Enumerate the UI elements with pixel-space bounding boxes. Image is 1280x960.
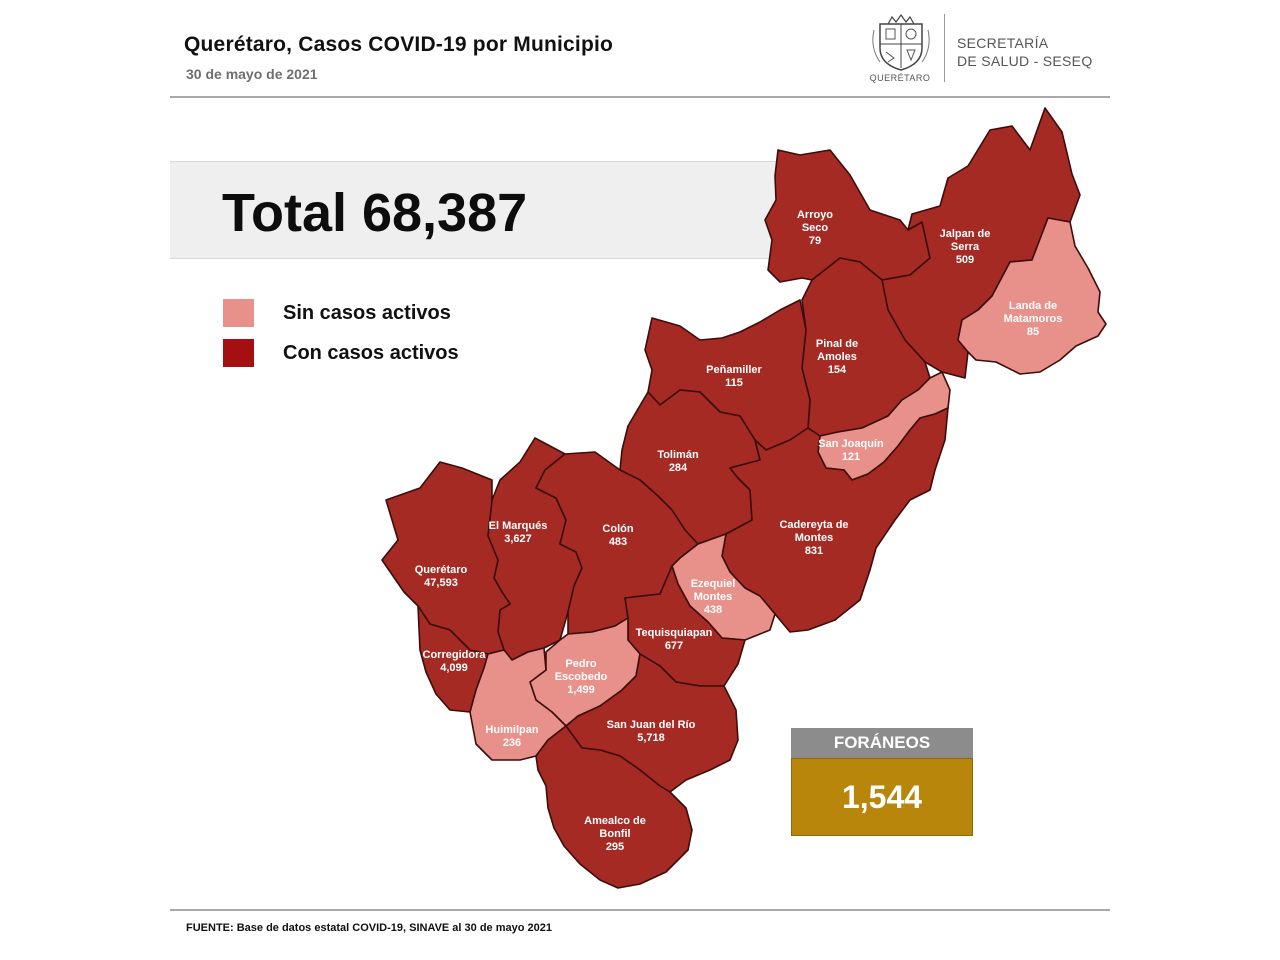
region-label: Tolimán 284: [657, 449, 699, 474]
org-line-1: SECRETARÍA: [957, 35, 1049, 51]
region-cases: 79: [809, 235, 821, 247]
region-name: Corregidora: [423, 649, 487, 661]
region-name: Matamoros: [1004, 313, 1063, 325]
region-name: Ezequiel: [691, 578, 736, 590]
region-name: Amoles: [817, 351, 857, 363]
top-rule: [170, 96, 1110, 98]
region-label: San Juan del Río 5,718: [607, 719, 696, 744]
region-cases: 154: [828, 364, 847, 376]
org-line-2: DE SALUD - SESEQ: [957, 53, 1093, 69]
region-label: Pinal de Amoles 154: [816, 338, 858, 376]
header-divider: [944, 14, 945, 82]
region-name: Montes: [795, 532, 834, 544]
region-name: Seco: [802, 222, 829, 234]
bottom-rule: [170, 909, 1110, 911]
legend-swatch-inactive: [223, 299, 254, 327]
region-name: Serra: [951, 241, 980, 253]
org-name: SECRETARÍA DE SALUD - SESEQ: [957, 34, 1093, 70]
region-cases: 47,593: [424, 577, 458, 589]
region-label: El Marqués 3,627: [489, 520, 548, 545]
legend-label-inactive: Sin casos activos: [283, 302, 451, 324]
region-label: San Joaquín 121: [818, 438, 884, 463]
region-name: San Joaquín: [818, 438, 884, 450]
region-name: Querétaro: [415, 564, 468, 576]
region-cases: 236: [503, 737, 521, 749]
region-cases: 3,627: [504, 533, 532, 545]
region-label: Huimilpan 236: [485, 724, 538, 749]
region-cases: 4,099: [440, 662, 468, 674]
region-name: San Juan del Río: [607, 719, 696, 731]
region-name: Tolimán: [657, 449, 699, 461]
region-label: Querétaro 47,593: [415, 564, 468, 589]
region-name: Pinal de: [816, 338, 858, 350]
region-label: Colón 483: [602, 523, 633, 548]
region-name: Amealco de: [584, 815, 646, 827]
region-name: Landa de: [1009, 300, 1057, 312]
region-cases: 121: [842, 451, 860, 463]
region-label: Ezequiel Montes 438: [691, 578, 736, 616]
legend-label-active: Con casos activos: [283, 342, 459, 364]
region-name: Cadereyta de: [779, 519, 848, 531]
region-cases: 115: [725, 377, 743, 389]
region-label: Cadereyta de Montes 831: [779, 519, 848, 557]
region-cases: 831: [805, 545, 823, 557]
region-label: Peñamiller 115: [706, 364, 762, 389]
region-cases: 1,499: [567, 684, 595, 696]
region-label: Amealco de Bonfil 295: [584, 815, 646, 853]
region-cases: 5,718: [637, 732, 665, 744]
region-name: Tequisquiapan: [636, 627, 713, 639]
foraneos-value: 1,544: [791, 758, 973, 836]
region-label: Arroyo Seco 79: [797, 209, 833, 247]
total-banner: [170, 161, 784, 259]
region-label: Corregidora 4,099: [423, 649, 487, 674]
region-cases: 677: [665, 640, 683, 652]
region-name: Escobedo: [555, 671, 608, 683]
region-label: Landa de Matamoros 85: [1004, 300, 1063, 338]
total-cases: Total 68,387: [222, 183, 528, 243]
region-name: Bonfil: [599, 828, 630, 840]
region-name: El Marqués: [489, 520, 548, 532]
region-name: Montes: [694, 591, 733, 603]
region-name: Colón: [602, 523, 633, 535]
region-amealco-de-bonfil[interactable]: [535, 725, 693, 889]
region-name: Pedro: [565, 658, 596, 670]
region-cases: 509: [956, 254, 974, 266]
region-name: Peñamiller: [706, 364, 762, 376]
page-title: Querétaro, Casos COVID-19 por Municipio: [184, 33, 614, 56]
source-note: FUENTE: Base de datos estatal COVID-19, …: [186, 922, 552, 934]
region-name: Arroyo: [797, 209, 833, 221]
region-name: Jalpan de: [940, 228, 991, 240]
region-cases: 85: [1027, 326, 1039, 338]
region-label: Tequisquiapan 677: [636, 627, 713, 652]
logo-caption: QUERÉTARO: [869, 73, 931, 83]
page-date: 30 de mayo de 2021: [186, 66, 318, 82]
region-landa-de-matamoros[interactable]: [957, 217, 1107, 375]
region-name: Huimilpan: [485, 724, 538, 736]
coat-of-arms-logo: [866, 13, 936, 86]
region-label: Pedro Escobedo 1,499: [555, 658, 608, 696]
legend-swatch-active: [223, 339, 254, 367]
region-label: Jalpan de Serra 509: [940, 228, 991, 266]
foraneos-label: FORÁNEOS: [791, 728, 973, 758]
region-cases: 438: [704, 604, 722, 616]
region-cases: 284: [669, 462, 688, 474]
region-cases: 483: [609, 536, 627, 548]
region-queretaro[interactable]: [381, 461, 511, 655]
region-cases: 295: [606, 841, 624, 853]
